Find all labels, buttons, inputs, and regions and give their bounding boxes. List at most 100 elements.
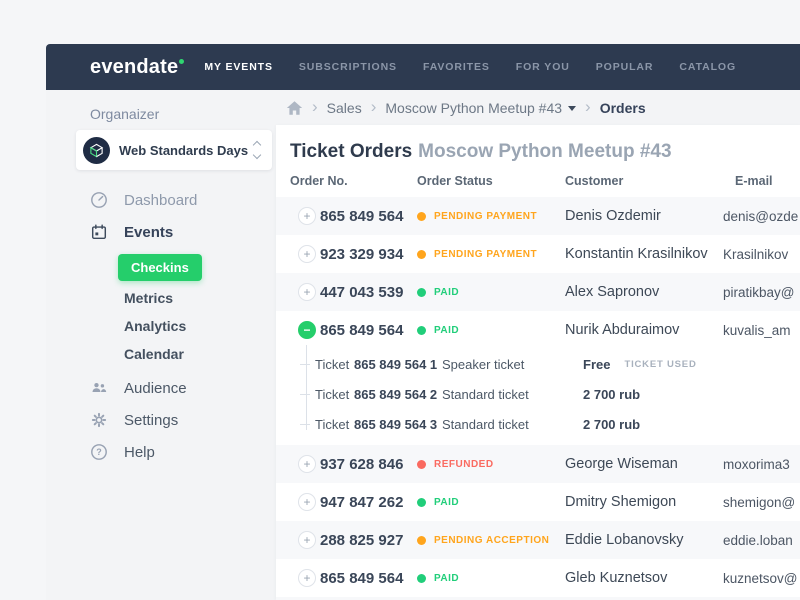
table-row: +447 043 539 PAID Alex Sapronov piratikbay@ xyxy=(276,273,800,311)
order-status: PAID xyxy=(417,287,565,298)
customer-email: eddie.loban xyxy=(723,532,793,548)
col-customer: Customer xyxy=(565,174,624,188)
breadcrumb: › Sales › Moscow Python Meetup #43 › Ord… xyxy=(276,90,800,125)
status-dot-icon xyxy=(417,497,426,507)
customer-name: Eddie Lobanovsky xyxy=(565,532,684,548)
people-icon xyxy=(90,379,108,397)
order-number: 865 849 564 xyxy=(320,569,404,587)
page-title: Ticket Orders Moscow Python Meetup #43 xyxy=(290,141,672,162)
status-label: PAID xyxy=(434,286,460,298)
table-row: +937 628 846 REFUNDED George Wiseman moxori… xyxy=(276,445,800,483)
order-number: 865 849 564 xyxy=(320,207,404,225)
navbar-item-my-events[interactable]: MY EVENTS xyxy=(204,61,273,73)
top-navbar: evendate MY EVENTS SUBSCRIPTIONS FAVORITES… xyxy=(46,44,800,90)
expand-order-button[interactable]: + xyxy=(298,531,316,549)
status-dot-icon xyxy=(417,325,426,335)
evendate-logo[interactable]: evendate xyxy=(90,56,185,79)
gauge-icon xyxy=(90,191,108,209)
breadcrumb-sales[interactable]: Sales xyxy=(326,99,362,116)
organization-name: Web Standards Days xyxy=(119,142,249,158)
ticket-used-badge: TICKET USED xyxy=(624,358,697,370)
logo-dot-icon xyxy=(179,58,185,64)
sidebar-subitem-calendar[interactable]: Calendar xyxy=(124,346,184,362)
order-number: 865 849 564 xyxy=(320,321,404,339)
customer-name: Denis Ozdemir xyxy=(565,208,661,224)
customer-name: Konstantin Krasilnikov xyxy=(565,246,708,262)
tree-line xyxy=(306,345,307,430)
expand-order-button[interactable]: + xyxy=(298,455,316,473)
sidebar-item-dashboard[interactable]: Dashboard xyxy=(46,184,276,216)
navbar-menu: MY EVENTS SUBSCRIPTIONS FAVORITES FOR YOU PO… xyxy=(204,61,736,73)
status-label: PENDING PAYMENT xyxy=(434,248,538,260)
sidebar-subitem-checkins[interactable]: Checkins xyxy=(118,254,202,281)
price-value: 2 700 rub xyxy=(583,386,641,402)
sidebar-item-audience[interactable]: Audience xyxy=(46,372,276,404)
tree-stub xyxy=(300,364,310,365)
expand-order-button[interactable]: + xyxy=(298,283,316,301)
customer-name: George Wiseman xyxy=(565,456,678,472)
order-status: PAID xyxy=(417,325,565,336)
ticket-label: Ticket xyxy=(315,386,350,402)
navbar-item-popular[interactable]: POPULAR xyxy=(595,61,654,73)
expand-order-button[interactable]: + xyxy=(298,569,316,587)
expand-order-button[interactable]: + xyxy=(298,207,316,225)
customer-name: Alex Sapronov xyxy=(565,284,660,300)
status-dot-icon xyxy=(417,573,426,583)
chevron-right-icon: › xyxy=(312,97,318,116)
content-area: › Sales › Moscow Python Meetup #43 › Ord… xyxy=(276,90,800,600)
table-row: +865 849 564 PENDING PAYMENT Denis Ozdemir… xyxy=(276,197,800,235)
status-dot-icon xyxy=(417,249,426,259)
tree-stub xyxy=(300,394,310,395)
status-dot-icon xyxy=(417,535,426,545)
navbar-item-catalog[interactable]: CATALOG xyxy=(679,61,737,73)
organizer-section-label: Organaizer xyxy=(90,106,160,122)
customer-email: kuznetsov@ xyxy=(723,570,798,586)
gear-icon xyxy=(90,411,108,429)
ticket-label: Ticket xyxy=(315,416,350,432)
order-status: PAID xyxy=(417,497,565,508)
ticket-price: 2 700 rub xyxy=(583,417,800,432)
main-area: Organaizer Web Standards Days xyxy=(46,90,800,600)
ticket-type: Standard ticket xyxy=(442,386,529,402)
price-value: Free xyxy=(583,356,611,372)
organization-selector[interactable]: Web Standards Days xyxy=(76,130,272,170)
status-label: PENDING PAYMENT xyxy=(434,210,538,222)
customer-name: Nurik Abduraimov xyxy=(565,322,680,338)
table-row: +923 329 934 PENDING PAYMENT Konstantin Kr… xyxy=(276,235,800,273)
order-status: PENDING ACCEPTION xyxy=(417,535,565,546)
status-label: PAID xyxy=(434,324,460,336)
home-icon[interactable] xyxy=(286,100,303,116)
ticket-price: 2 700 rub xyxy=(583,387,800,402)
breadcrumb-event-dropdown[interactable]: Moscow Python Meetup #43 xyxy=(385,100,577,116)
sidebar-item-events[interactable]: Events xyxy=(46,216,276,248)
ticket-type: Speaker ticket xyxy=(442,356,525,372)
price-value: 2 700 rub xyxy=(583,416,641,432)
page-subtitle: Moscow Python Meetup #43 xyxy=(418,141,672,162)
expand-order-button[interactable]: + xyxy=(298,493,316,511)
select-chevrons-icon xyxy=(252,140,262,160)
orders-card: Ticket Orders Moscow Python Meetup #43 Or… xyxy=(276,125,800,600)
customer-name: Gleb Kuznetsov xyxy=(565,570,668,586)
navbar-item-for-you[interactable]: FOR YOU xyxy=(515,61,570,73)
order-status: PENDING PAYMENT xyxy=(417,249,565,260)
customer-email: Krasilnikov xyxy=(723,246,789,262)
events-subnav: Checkins Metrics Analytics Calendar xyxy=(46,250,276,368)
status-dot-icon xyxy=(417,211,426,221)
expand-order-button[interactable]: + xyxy=(298,245,316,263)
collapse-order-button[interactable]: − xyxy=(298,321,316,339)
customer-email: moxorima3 xyxy=(723,456,790,472)
sidebar-item-settings[interactable]: Settings xyxy=(46,404,276,436)
navbar-item-favorites[interactable]: FAVORITES xyxy=(422,61,490,73)
sidebar-subitem-analytics[interactable]: Analytics xyxy=(124,318,187,334)
sidebar-item-help[interactable]: ? Help xyxy=(46,436,276,468)
table-body: +865 849 564 PENDING PAYMENT Denis Ozdemir… xyxy=(276,197,800,600)
order-status: PAID xyxy=(417,573,565,584)
navbar-item-subscriptions[interactable]: SUBSCRIPTIONS xyxy=(298,61,397,73)
ticket-number: 865 849 564 2 xyxy=(354,386,438,402)
help-icon: ? xyxy=(90,443,108,461)
ticket-label: Ticket xyxy=(315,356,350,372)
order-number: 288 825 927 xyxy=(320,531,404,549)
sidebar-subitem-metrics[interactable]: Metrics xyxy=(124,290,174,306)
tree-stub xyxy=(300,424,310,425)
customer-name: Dmitry Shemigon xyxy=(565,494,677,510)
